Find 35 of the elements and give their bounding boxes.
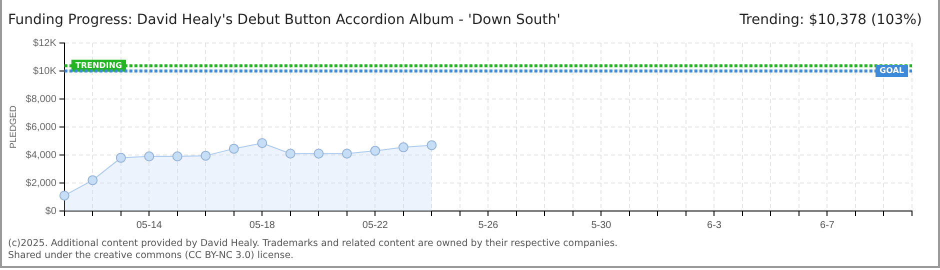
y-axis-title: PLEDGED [8,104,18,149]
point [314,148,324,159]
point [116,152,126,163]
point [200,150,211,161]
y-tick-label: $10K [33,66,57,77]
ref-line-label: GOAL [880,66,904,76]
x-tick-label: 6-3 [706,220,722,231]
y-tick-label: $8,000 [26,94,57,105]
y-tick-label: $12K [33,38,57,49]
chart-title: Funding Progress: David Healy's Debut Button Accordion Album - 'Down South' [8,12,561,28]
point [228,144,239,154]
x-tick-label: 05-22 [362,220,388,231]
x-tick-label: 5-26 [478,220,499,231]
y-tick-label: $4,000 [26,150,57,161]
ref-line-label: TRENDING [75,60,122,70]
point [398,142,408,152]
y-tick-label: $0 [45,206,57,217]
x-tick-label: 05-14 [136,220,162,231]
y-tick-label: $2,000 [26,178,57,189]
point [257,138,268,148]
text: (c)2025. Additional content provided by David Healy. Trademarks and related content are owned by their respective companies. [8,238,618,250]
text: Shared under the creative commons (CC BY-NC 3.0) license. [8,250,295,262]
point [144,151,154,162]
y-tick-label: $6,000 [26,122,57,133]
point [426,140,437,150]
point [172,151,182,162]
x-tick-label: 05-18 [249,220,276,231]
point [88,175,98,186]
point [285,148,296,159]
point [59,190,70,201]
x-tick-label: 6-7 [820,220,835,231]
chart-subtitle: Trending: $10,378 (103%) [740,12,922,28]
x-tick-label: 5-30 [591,220,612,231]
point [342,148,352,159]
point [370,146,380,156]
